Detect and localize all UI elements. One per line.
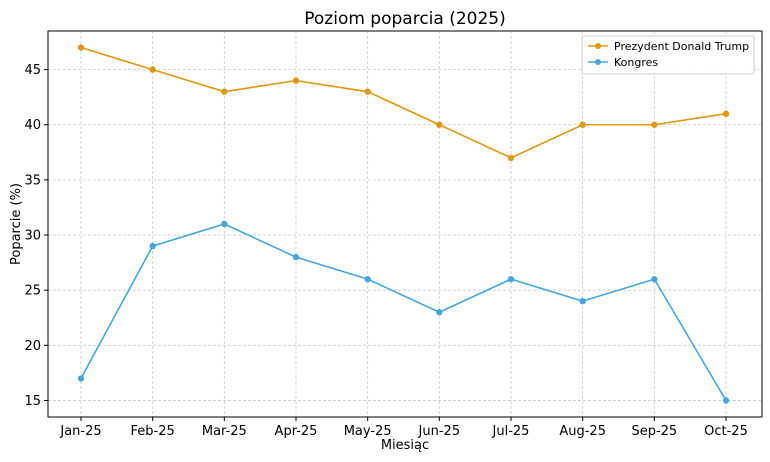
x-tick-label: Feb-25 <box>131 424 175 439</box>
series-line <box>80 46 727 159</box>
legend: Prezydent Donald Trump Kongres <box>581 35 755 75</box>
data-point <box>77 44 85 51</box>
data-point <box>221 220 228 228</box>
x-tick-label: May-25 <box>344 424 392 439</box>
data-point <box>436 121 443 128</box>
legend-label: Kongres <box>614 56 658 69</box>
x-tick-label: Jun-25 <box>418 424 461 439</box>
data-point <box>364 275 371 283</box>
x-tick-label: Apr-25 <box>275 424 318 439</box>
x-tick-label: Mar-25 <box>202 424 247 439</box>
data-point <box>722 397 730 404</box>
y-tick-label: 30 <box>24 229 41 244</box>
x-tick-label: Aug-25 <box>559 424 606 439</box>
y-tick-label: 40 <box>24 118 41 133</box>
data-point <box>507 275 515 283</box>
legend-marker <box>595 43 601 49</box>
series-line <box>80 223 727 401</box>
data-point <box>292 253 300 261</box>
y-axis-title: Poparcie (%) <box>9 183 24 265</box>
x-tick-label: Jan-25 <box>59 424 101 439</box>
legend-item: Prezydent Donald Trump <box>588 40 749 53</box>
data-point <box>651 275 658 283</box>
y-tick-label: 45 <box>24 63 41 78</box>
plot-frame <box>47 30 763 418</box>
y-tick-label: 25 <box>24 284 41 299</box>
legend-box <box>581 35 755 75</box>
data-point <box>221 88 228 95</box>
data-point <box>77 375 85 382</box>
data-point <box>149 242 156 250</box>
y-tick-label: 20 <box>24 339 41 354</box>
x-tick-label: Jul-25 <box>492 424 530 439</box>
x-tick-label: Sep-25 <box>631 424 677 439</box>
data-point <box>579 298 586 305</box>
series-1 <box>77 44 730 162</box>
data-point <box>364 88 371 95</box>
x-axis-title: Miesiąc <box>381 438 429 453</box>
data-point <box>436 309 443 316</box>
data-point <box>149 66 156 73</box>
data-point <box>722 110 730 117</box>
legend-label: Prezydent Donald Trump <box>614 40 749 53</box>
legend-item: Kongres <box>588 56 658 69</box>
x-tick-label: Oct-25 <box>704 424 748 439</box>
series-2 <box>77 220 730 404</box>
y-tick-label: 15 <box>24 394 41 409</box>
data-point <box>507 154 515 162</box>
data-point <box>292 77 300 84</box>
y-tick-label: 35 <box>24 173 41 188</box>
legend-marker <box>595 59 601 65</box>
chart-title: Poziom poparcia (2025) <box>304 9 506 29</box>
data-point <box>579 121 586 128</box>
series-lines <box>77 44 730 404</box>
grid <box>48 31 762 417</box>
data-point <box>651 121 658 128</box>
axis-ticks: Jan-25 Feb-25 Mar-25 Apr-25 May-25 Jun-25 Jul-… <box>24 63 747 439</box>
